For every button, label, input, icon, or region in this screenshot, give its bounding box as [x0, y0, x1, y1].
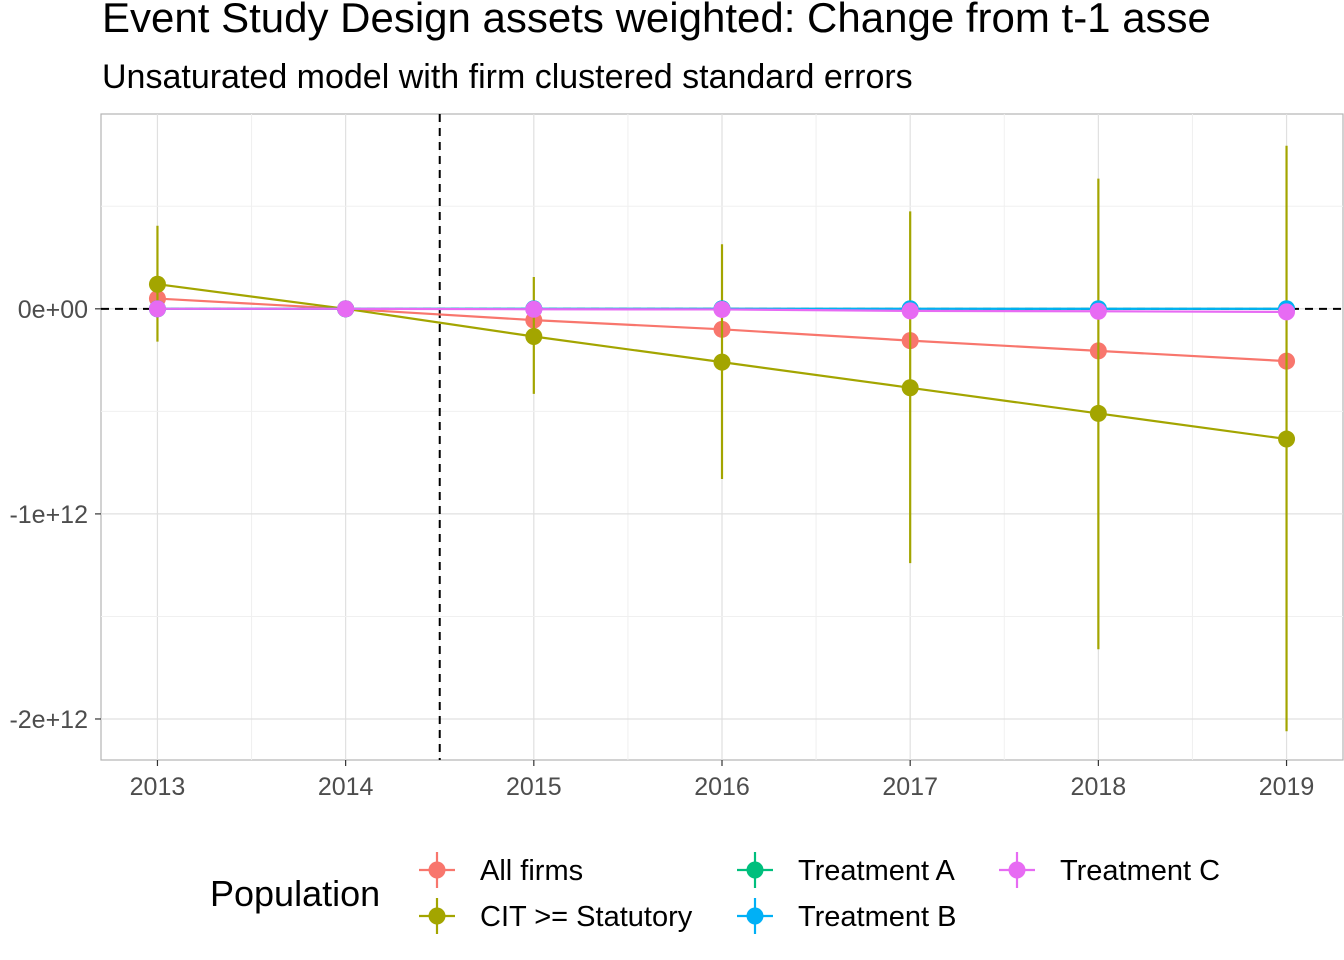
x-tick-label: 2015 [506, 773, 562, 801]
legend-key-0 [419, 852, 455, 888]
series-layer [148, 145, 1296, 732]
legend-label: Treatment C [1060, 855, 1220, 887]
data-point [525, 328, 543, 346]
data-point [148, 275, 166, 293]
data-point [148, 300, 166, 318]
y-tick-label: 0e+00 [18, 296, 88, 324]
legend-label: CIT >= Statutory [480, 901, 693, 933]
x-tick-label: 2014 [318, 773, 374, 801]
x-tick-label: 2017 [882, 773, 938, 801]
data-point [1278, 430, 1296, 448]
legend-key-2 [737, 852, 773, 888]
legend-key-point [428, 861, 446, 879]
x-tick-label: 2018 [1071, 773, 1127, 801]
data-point [901, 379, 919, 397]
legend-key-3 [737, 898, 773, 934]
legend-key-4 [999, 852, 1035, 888]
data-point [901, 302, 919, 320]
legend-key-point [746, 907, 764, 925]
axis-layer: 2013 2014 2015 2016 2017 2018 2019 0e+00 -1e+12 -… [9, 296, 1314, 801]
data-point [1089, 302, 1107, 320]
data-point [713, 300, 731, 318]
data-point [337, 300, 355, 318]
y-tick-label: -1e+12 [9, 501, 88, 529]
x-tick-label: 2016 [694, 773, 750, 801]
y-tick-label: -2e+12 [9, 706, 88, 734]
data-point [1089, 404, 1107, 422]
legend-label: Treatment B [798, 901, 956, 933]
data-point [713, 353, 731, 371]
legend-title: Population [210, 873, 380, 914]
x-tick-label: 2019 [1259, 773, 1315, 801]
x-tick-label: 2013 [130, 773, 186, 801]
chart-title: Event Study Design assets weighted: Chan… [102, 0, 1211, 41]
legend-label: All firms [480, 855, 583, 887]
legend: Population All firms CIT >= Statutory Treat… [210, 852, 1220, 934]
data-point [1278, 303, 1296, 321]
legend-key-point [1008, 861, 1026, 879]
series-4 [148, 300, 1296, 321]
legend-key-point [746, 861, 764, 879]
data-point [525, 300, 543, 318]
legend-label: Treatment A [798, 855, 956, 887]
chart-subtitle: Unsaturated model with firm clustered st… [102, 58, 913, 96]
legend-key-point [428, 907, 446, 925]
legend-key-1 [419, 898, 455, 934]
